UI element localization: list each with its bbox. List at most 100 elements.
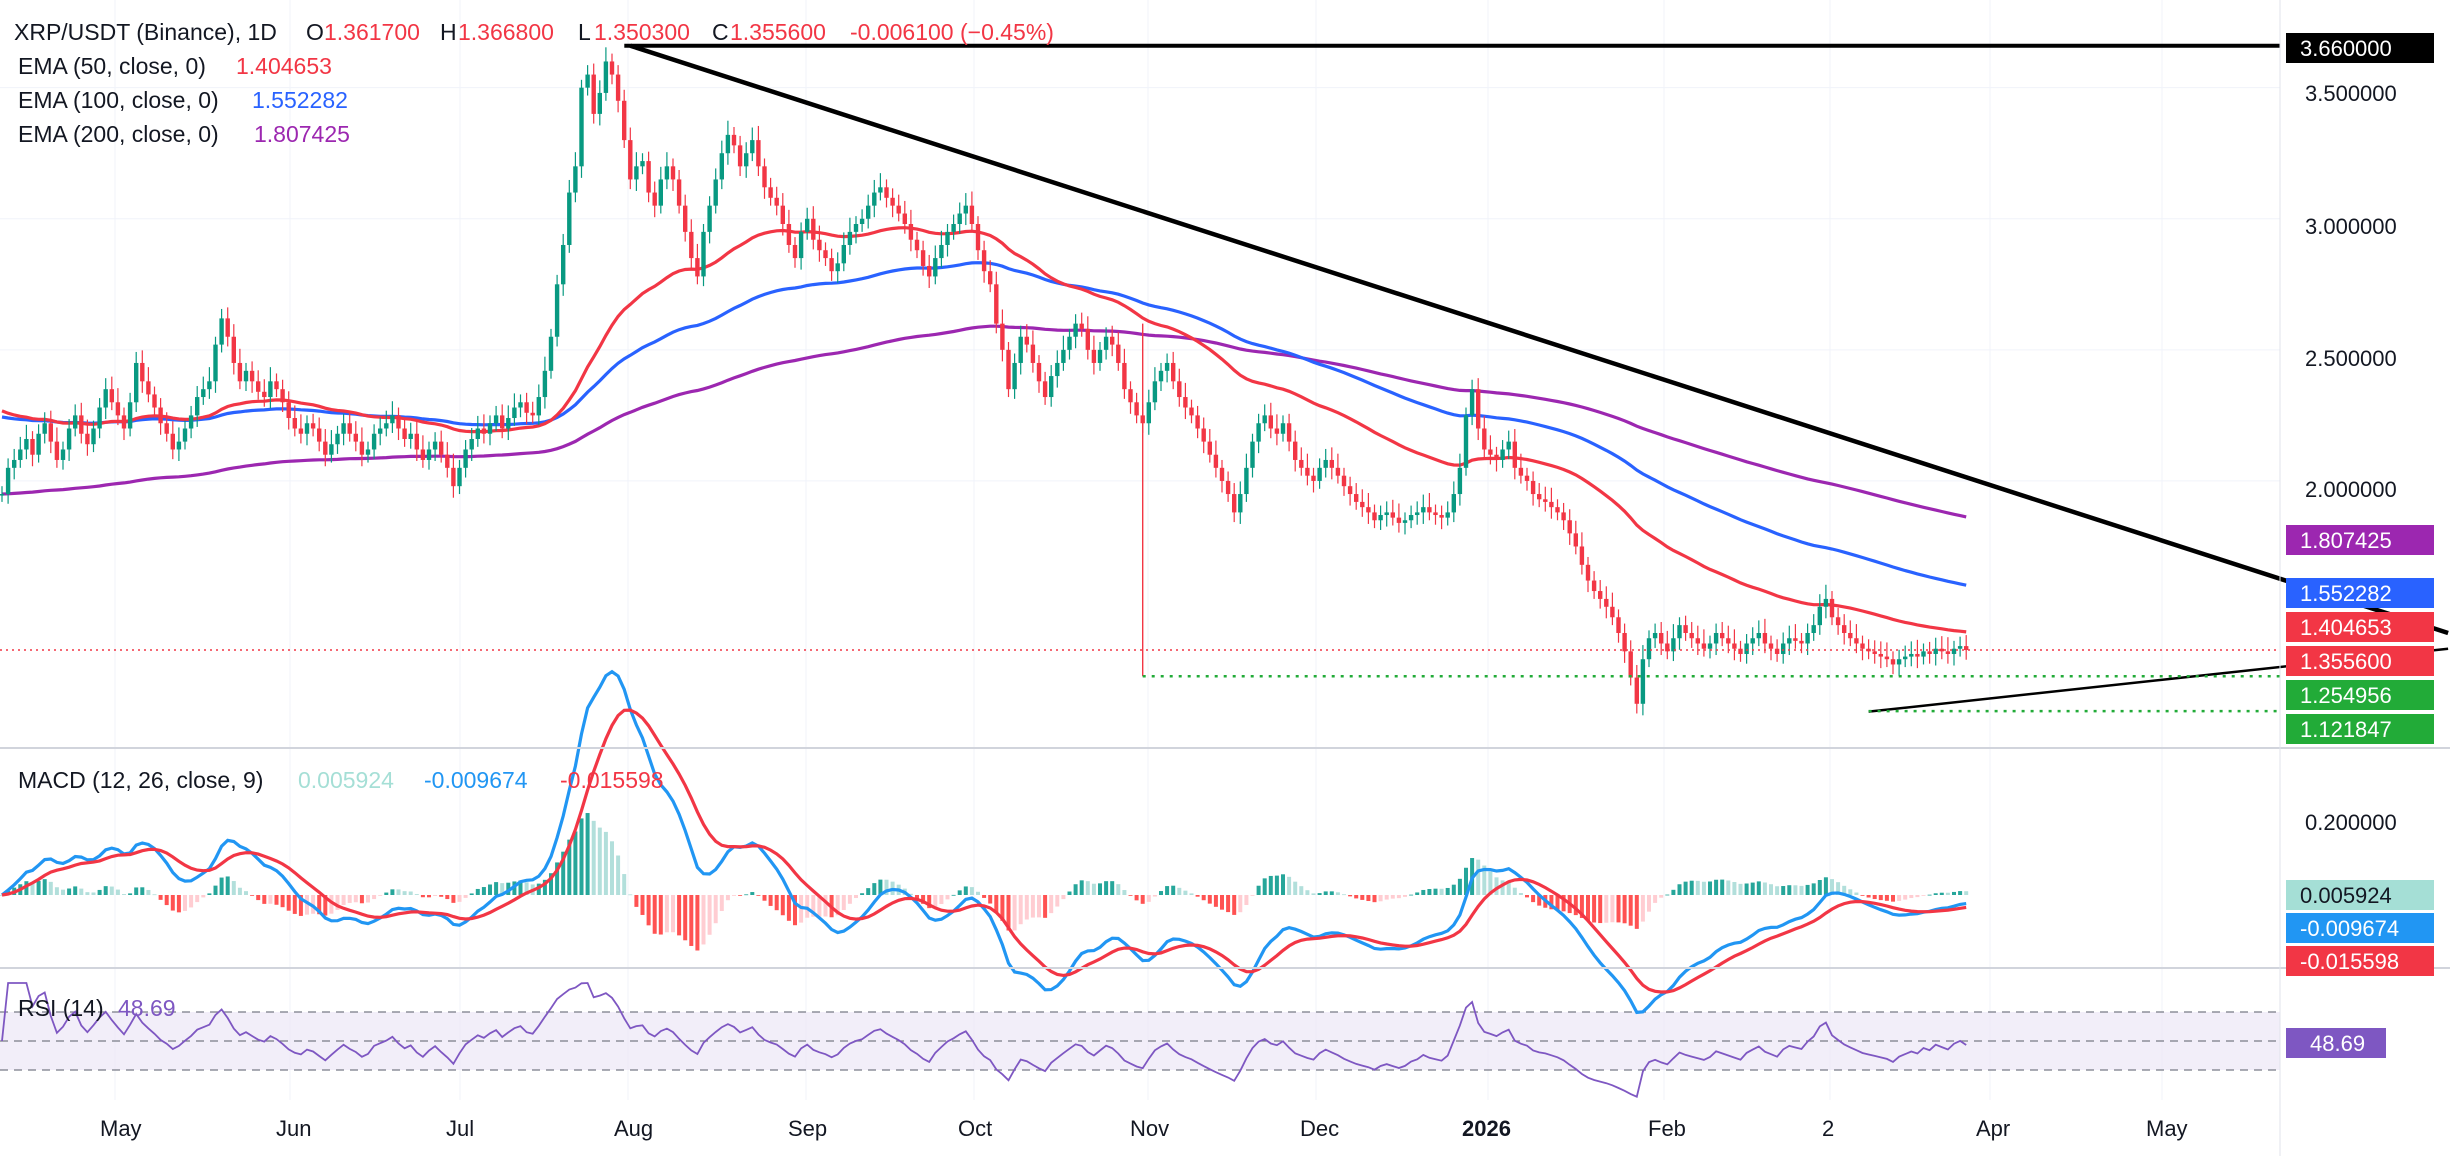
candle[interactable] — [554, 274, 560, 347]
candle[interactable] — [1842, 614, 1847, 645]
candle[interactable] — [1274, 414, 1280, 446]
candle[interactable] — [317, 417, 322, 452]
candle[interactable] — [414, 421, 419, 462]
candle[interactable] — [640, 153, 645, 175]
candle[interactable] — [725, 120, 731, 165]
candle[interactable] — [286, 391, 291, 430]
candle[interactable] — [1939, 636, 1944, 660]
candle[interactable] — [1305, 453, 1310, 486]
candle[interactable] — [805, 207, 810, 240]
candle[interactable] — [884, 179, 889, 208]
macd-label[interactable]: MACD (12, 26, close, 9) — [18, 767, 263, 793]
candle[interactable] — [951, 214, 956, 240]
candle[interactable] — [54, 427, 60, 468]
candle[interactable] — [1744, 634, 1749, 664]
candle[interactable] — [1097, 341, 1103, 371]
candle[interactable] — [5, 458, 11, 504]
candle[interactable] — [756, 125, 761, 177]
candle[interactable] — [1927, 641, 1932, 664]
candle[interactable] — [378, 417, 383, 446]
candle[interactable] — [1323, 448, 1328, 478]
candle[interactable] — [1768, 635, 1774, 661]
candle[interactable] — [457, 459, 462, 495]
candle[interactable] — [1286, 413, 1292, 452]
candle[interactable] — [274, 373, 279, 398]
candle[interactable] — [1701, 629, 1707, 657]
candle[interactable] — [201, 376, 206, 405]
candle[interactable] — [66, 419, 72, 462]
candle[interactable] — [1354, 483, 1359, 510]
candle[interactable] — [426, 441, 432, 470]
candle[interactable] — [1250, 433, 1255, 478]
candle[interactable] — [780, 193, 785, 236]
candle[interactable] — [1811, 614, 1816, 641]
candle[interactable] — [60, 441, 66, 470]
candle[interactable] — [256, 370, 261, 400]
candle[interactable] — [1762, 618, 1768, 654]
candle[interactable] — [567, 179, 572, 253]
candle[interactable] — [628, 127, 633, 190]
candle[interactable] — [48, 410, 53, 454]
candle[interactable] — [365, 441, 371, 463]
candle[interactable] — [689, 219, 694, 270]
candle[interactable] — [79, 402, 84, 444]
candle[interactable] — [500, 404, 505, 439]
candle[interactable] — [1628, 640, 1633, 686]
candle[interactable] — [1128, 381, 1133, 414]
candle[interactable] — [310, 413, 316, 437]
candle[interactable] — [195, 386, 200, 427]
candle[interactable] — [1006, 341, 1011, 398]
candle[interactable] — [646, 151, 651, 203]
candle[interactable] — [585, 65, 590, 96]
candle[interactable] — [115, 388, 121, 426]
candle[interactable] — [1280, 415, 1286, 442]
candle[interactable] — [73, 404, 78, 437]
candle[interactable] — [36, 424, 41, 463]
candle[interactable] — [1402, 512, 1408, 535]
candle[interactable] — [1110, 325, 1115, 357]
candle[interactable] — [622, 89, 627, 148]
candle[interactable] — [1372, 504, 1377, 529]
candle[interactable] — [109, 376, 114, 411]
candle[interactable] — [359, 427, 365, 467]
candle[interactable] — [890, 188, 895, 218]
candle[interactable] — [1042, 371, 1048, 405]
candle[interactable] — [1195, 405, 1200, 439]
candle[interactable] — [597, 80, 602, 126]
candle[interactable] — [683, 194, 688, 242]
candle[interactable] — [1085, 316, 1090, 360]
candle[interactable] — [768, 177, 773, 206]
candle[interactable] — [975, 216, 981, 260]
candle[interactable] — [750, 127, 755, 162]
candle[interactable] — [1116, 332, 1121, 371]
candle[interactable] — [1408, 505, 1414, 529]
candle[interactable] — [1933, 637, 1938, 666]
candle[interactable] — [1091, 335, 1097, 375]
candle[interactable] — [329, 430, 334, 463]
candle[interactable] — [512, 393, 517, 426]
candle[interactable] — [664, 152, 670, 190]
candle[interactable] — [1427, 492, 1432, 521]
candle[interactable] — [1689, 621, 1694, 648]
candle[interactable] — [445, 442, 450, 478]
candle[interactable] — [1659, 621, 1664, 656]
candle[interactable] — [1817, 594, 1822, 635]
candle[interactable] — [1415, 501, 1420, 525]
candle[interactable] — [1683, 615, 1688, 641]
candle[interactable] — [225, 307, 230, 347]
candle[interactable] — [219, 308, 224, 353]
candle[interactable] — [1530, 471, 1536, 506]
legend-ema200-label[interactable]: EMA (200, close, 0) — [18, 121, 219, 147]
candle[interactable] — [1884, 642, 1890, 668]
candle[interactable] — [24, 424, 29, 460]
candle[interactable] — [188, 405, 194, 439]
candle[interactable] — [927, 254, 932, 288]
candle[interactable] — [1561, 502, 1566, 530]
rsi-label[interactable]: RSI (14) — [18, 995, 104, 1021]
candle[interactable] — [1146, 389, 1151, 435]
candle[interactable] — [811, 206, 816, 250]
candle[interactable] — [1024, 324, 1029, 353]
candle[interactable] — [731, 127, 737, 154]
candle[interactable] — [152, 386, 157, 418]
